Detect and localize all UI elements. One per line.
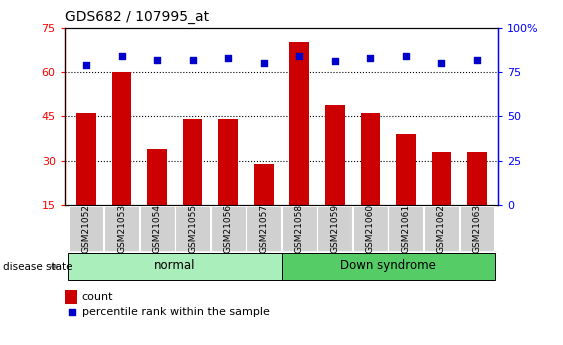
- Bar: [77, 114, 96, 250]
- Bar: [175, 206, 210, 252]
- Bar: [104, 206, 139, 252]
- Point: [153, 57, 162, 62]
- Bar: [289, 42, 309, 250]
- Point: [330, 59, 339, 64]
- Text: disease state: disease state: [3, 262, 72, 272]
- Bar: [282, 206, 316, 252]
- Point: [82, 62, 91, 68]
- Bar: [68, 253, 282, 280]
- Text: GSM21057: GSM21057: [259, 204, 268, 253]
- Text: GSM21052: GSM21052: [82, 204, 91, 253]
- Bar: [325, 105, 345, 250]
- Bar: [424, 206, 459, 252]
- Bar: [247, 206, 281, 252]
- Text: Down syndrome: Down syndrome: [340, 259, 436, 273]
- Bar: [467, 152, 486, 250]
- Bar: [282, 253, 495, 280]
- Text: percentile rank within the sample: percentile rank within the sample: [82, 307, 270, 317]
- Bar: [360, 114, 380, 250]
- Text: GSM21055: GSM21055: [188, 204, 197, 253]
- Text: GSM21063: GSM21063: [472, 204, 481, 253]
- Point: [224, 55, 233, 61]
- Text: GSM21061: GSM21061: [401, 204, 410, 253]
- Bar: [432, 152, 451, 250]
- Point: [366, 55, 375, 61]
- Text: normal: normal: [154, 259, 196, 273]
- Point: [117, 53, 126, 59]
- Bar: [183, 119, 203, 250]
- Text: GSM21060: GSM21060: [366, 204, 375, 253]
- Point: [188, 57, 197, 62]
- Bar: [318, 206, 352, 252]
- Point: [295, 53, 304, 59]
- Text: GSM21054: GSM21054: [153, 204, 162, 253]
- Bar: [388, 206, 423, 252]
- Bar: [69, 206, 104, 252]
- Text: GSM21056: GSM21056: [224, 204, 233, 253]
- Bar: [459, 206, 494, 252]
- Point: [401, 53, 410, 59]
- Point: [437, 60, 446, 66]
- Bar: [211, 206, 245, 252]
- Point: [259, 60, 268, 66]
- Text: GSM21062: GSM21062: [437, 204, 446, 253]
- Text: GSM21059: GSM21059: [330, 204, 339, 253]
- Text: count: count: [82, 292, 113, 302]
- Bar: [140, 206, 175, 252]
- Text: GSM21058: GSM21058: [295, 204, 304, 253]
- Bar: [396, 134, 415, 250]
- Text: GDS682 / 107995_at: GDS682 / 107995_at: [65, 10, 209, 24]
- Point: [68, 309, 77, 315]
- Bar: [254, 164, 274, 250]
- Bar: [353, 206, 388, 252]
- Bar: [148, 149, 167, 250]
- Bar: [218, 119, 238, 250]
- Point: [472, 57, 481, 62]
- Bar: [112, 72, 131, 250]
- Text: GSM21053: GSM21053: [117, 204, 126, 253]
